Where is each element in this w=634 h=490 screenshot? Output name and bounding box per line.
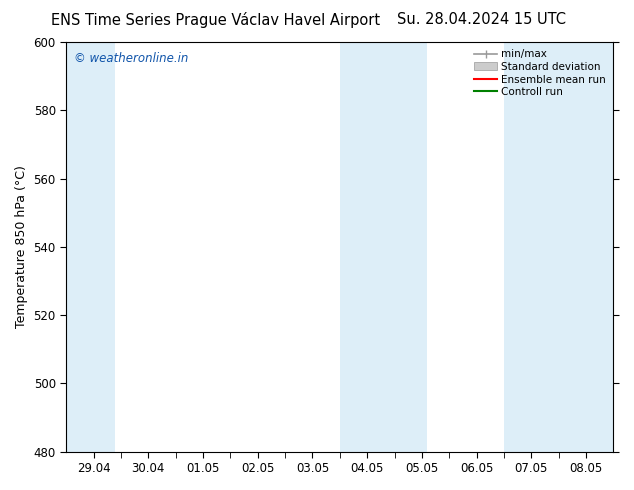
Bar [504,42,614,452]
Text: © weatheronline.in: © weatheronline.in [74,52,189,65]
Y-axis label: Temperature 850 hPa (°C): Temperature 850 hPa (°C) [15,166,28,328]
Bar [66,42,115,452]
Legend: min/max, Standard deviation, Ensemble mean run, Controll run: min/max, Standard deviation, Ensemble me… [472,47,608,99]
Text: Su. 28.04.2024 15 UTC: Su. 28.04.2024 15 UTC [398,12,566,27]
Bar [340,42,427,452]
Text: ENS Time Series Prague Václav Havel Airport: ENS Time Series Prague Václav Havel Airp… [51,12,380,28]
